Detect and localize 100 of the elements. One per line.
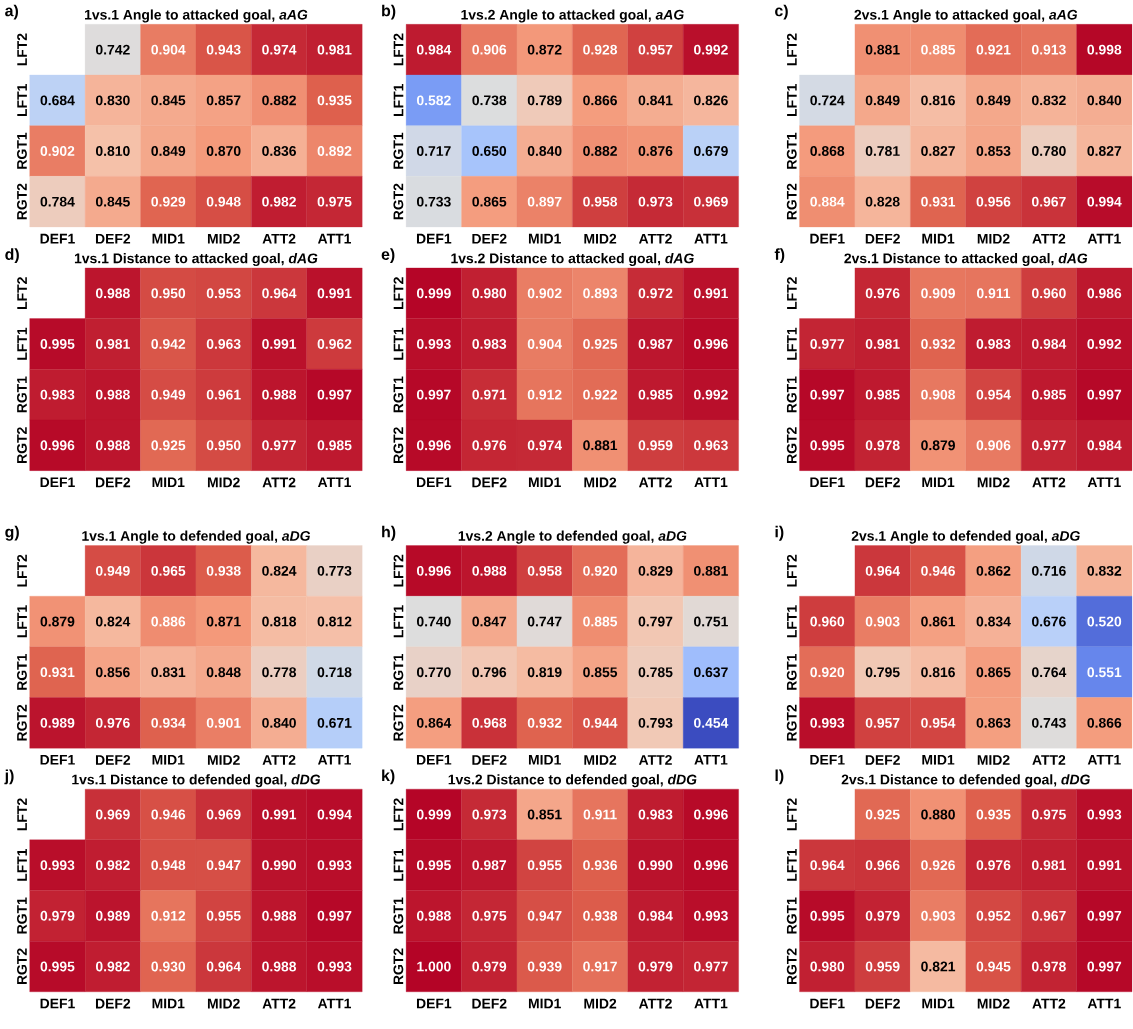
- x-tick-label: DEF2: [865, 998, 900, 1009]
- data-label: 0.738: [472, 95, 507, 106]
- data-label: 0.824: [95, 616, 131, 627]
- data-label: 0.983: [976, 339, 1011, 350]
- data-label: 0.932: [921, 339, 955, 350]
- data-label: 0.976: [95, 718, 130, 728]
- y-tick-label: RGT1: [393, 132, 404, 169]
- data-label: 0.995: [40, 339, 75, 350]
- data-label: 0.954: [921, 718, 956, 728]
- x-tick-label: DEF1: [40, 233, 75, 244]
- data-label: 0.935: [976, 809, 1011, 820]
- data-label: 0.954: [976, 389, 1011, 400]
- data-label: 0.993: [416, 339, 451, 350]
- data-label: 0.684: [40, 95, 75, 106]
- data-label: 0.868: [810, 146, 845, 157]
- data-label: 0.988: [472, 566, 507, 576]
- y-tick-label: RGT1: [786, 654, 797, 690]
- data-label: 0.827: [921, 146, 955, 157]
- data-label: 0.551: [1087, 667, 1122, 678]
- data-label: 0.832: [1032, 95, 1066, 106]
- data-label: 0.948: [151, 860, 186, 871]
- y-tick-label: LFT1: [17, 605, 27, 638]
- y-tick-label: RGT1: [17, 376, 27, 413]
- data-label: 0.988: [262, 911, 297, 921]
- y-tick-label: LFT2: [17, 33, 27, 66]
- data-label: 0.985: [1032, 389, 1066, 400]
- x-tick-label: ATT1: [694, 233, 728, 244]
- data-label: 0.724: [810, 95, 845, 106]
- x-tick-label: DEF1: [416, 233, 452, 244]
- data-label: 0.995: [40, 961, 75, 972]
- data-label: 0.982: [95, 961, 130, 972]
- data-label: 0.971: [472, 389, 507, 400]
- data-label: 0.849: [865, 95, 900, 106]
- data-label: 0.975: [1032, 809, 1066, 820]
- x-tick-label: ATT1: [694, 998, 728, 1009]
- x-tick-label: MID2: [207, 755, 240, 765]
- data-label: 0.988: [262, 389, 297, 400]
- data-label: 0.911: [976, 288, 1011, 299]
- data-label: 0.671: [317, 718, 352, 728]
- data-label: 0.716: [1032, 566, 1066, 576]
- data-label: 0.829: [638, 566, 673, 576]
- data-label: 0.925: [583, 339, 618, 350]
- x-tick-label: MID2: [584, 233, 617, 244]
- y-tick-label: RGT2: [393, 183, 404, 220]
- data-label: 0.966: [865, 860, 900, 871]
- y-tick-label: RGT2: [393, 948, 404, 985]
- x-tick-label: DEF1: [416, 477, 452, 488]
- data-label: 0.994: [317, 809, 352, 820]
- x-tick-label: MID2: [977, 755, 1010, 765]
- y-tick-label: LFT2: [786, 798, 797, 831]
- data-label: 0.764: [1032, 667, 1067, 678]
- data-label: 0.958: [583, 196, 618, 207]
- data-label: 0.679: [694, 146, 728, 157]
- text: h): [382, 525, 396, 541]
- data-label: 0.828: [865, 196, 900, 207]
- data-label: 0.973: [472, 809, 507, 820]
- data-label: 0.810: [95, 146, 130, 157]
- y-tick-label: LFT2: [393, 33, 404, 66]
- data-label: 0.454: [694, 718, 729, 728]
- data-label: 0.957: [865, 718, 900, 728]
- data-label: 0.962: [317, 339, 352, 350]
- x-tick-label: DEF1: [416, 998, 452, 1009]
- data-label: 0.942: [151, 339, 186, 350]
- x-tick-label: ATT1: [1087, 233, 1121, 244]
- data-label: 0.992: [694, 44, 728, 55]
- data-label: 0.931: [921, 196, 956, 207]
- data-label: 0.743: [1032, 718, 1066, 728]
- data-label: 0.997: [810, 389, 845, 400]
- data-label: 0.957: [638, 44, 673, 55]
- text: k): [382, 769, 395, 785]
- data-label: 0.870: [206, 146, 241, 157]
- x-tick-label: ATT1: [317, 755, 352, 765]
- data-label: 0.976: [472, 440, 507, 451]
- data-label: 0.975: [472, 911, 507, 921]
- data-label: 0.946: [921, 566, 955, 576]
- x-tick-label: ATT1: [1087, 477, 1121, 488]
- data-label: 0.944: [583, 718, 618, 728]
- data-label: 0.718: [317, 667, 352, 678]
- text: j): [4, 769, 14, 785]
- text: f): [774, 248, 785, 264]
- data-label: 0.972: [638, 288, 673, 299]
- x-tick-label: DEF2: [865, 233, 900, 244]
- data-label: 0.977: [810, 339, 845, 350]
- data-label: 0.840: [262, 718, 296, 728]
- text: l): [775, 769, 784, 785]
- x-tick-label: ATT2: [638, 998, 672, 1009]
- data-label: 0.976: [865, 288, 900, 299]
- x-tick-label: MID2: [584, 755, 617, 765]
- x-tick-label: MID1: [922, 755, 955, 765]
- x-tick-label: ATT1: [1087, 755, 1121, 765]
- data-label: 0.793: [638, 718, 673, 728]
- data-label: 0.984: [1087, 440, 1122, 451]
- data-label: 0.949: [95, 566, 130, 576]
- data-label: 0.876: [638, 146, 673, 157]
- data-label: 0.912: [527, 389, 562, 400]
- data-label: 0.938: [583, 910, 618, 921]
- data-label: 0.999: [416, 288, 451, 299]
- x-tick-label: MID2: [977, 998, 1010, 1009]
- data-label: 0.983: [472, 339, 507, 350]
- data-label: 0.733: [416, 196, 451, 207]
